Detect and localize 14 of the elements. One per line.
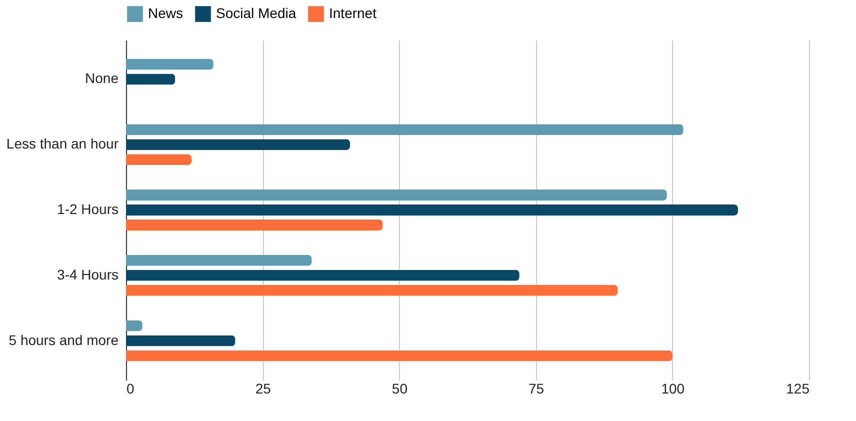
y-tick-label: 1-2 Hours bbox=[57, 201, 118, 217]
y-tick-label: 5 hours and more bbox=[8, 332, 119, 348]
x-tick-label: 100 bbox=[661, 380, 685, 396]
x-tick-label: 0 bbox=[126, 380, 134, 396]
x-tick-label: 75 bbox=[528, 380, 544, 396]
y-tick-label: 3-4 Hours bbox=[57, 266, 118, 282]
y-tick-label: None bbox=[85, 70, 119, 86]
x-tick-label: 25 bbox=[255, 380, 272, 396]
legend-label: Social Media bbox=[216, 5, 296, 22]
legend-label: News bbox=[148, 5, 184, 22]
y-tick-label: Less than an hour bbox=[6, 136, 119, 152]
x-tick-label: 125 bbox=[786, 380, 810, 396]
legend-label: Internet bbox=[329, 5, 377, 22]
x-tick-label: 50 bbox=[392, 380, 408, 396]
